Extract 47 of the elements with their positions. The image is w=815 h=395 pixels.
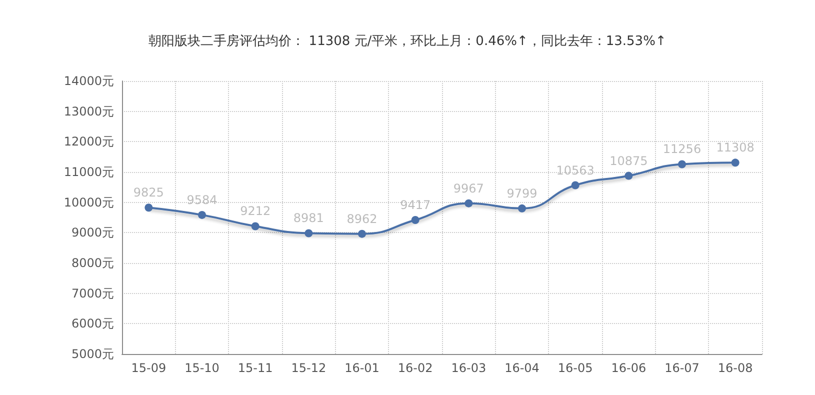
point (411, 216, 420, 224)
point (624, 172, 633, 180)
y-tick-label: 9000元 (71, 226, 114, 240)
data-label: 10563 (556, 163, 594, 178)
y-tick-label: 14000元 (64, 74, 114, 88)
point (518, 204, 526, 212)
data-label: 9417 (400, 198, 431, 212)
x-tick-label: 15-11 (238, 361, 273, 375)
data-label: 9967 (453, 181, 484, 196)
x-tick-label: 16-07 (664, 361, 700, 375)
point (251, 222, 260, 230)
x-tick-label: 16-05 (558, 361, 593, 375)
point (198, 210, 206, 219)
data-label: 11308 (716, 140, 754, 155)
data-label: 9584 (186, 192, 218, 207)
x-tick-label: 16-03 (451, 361, 486, 375)
data-label: 10875 (610, 154, 648, 168)
point (731, 158, 740, 167)
data-label: 9799 (506, 186, 538, 200)
data-label: 9825 (133, 186, 164, 200)
y-tick-label: 8000元 (71, 256, 114, 270)
data-label: 11256 (662, 142, 702, 156)
y-tick-label: 12000元 (64, 134, 114, 149)
y-tick-label: 11000元 (64, 165, 114, 179)
x-tick-label: 16-08 (718, 361, 753, 375)
point (304, 229, 313, 238)
point (464, 199, 473, 208)
data-label: 8962 (346, 212, 378, 226)
y-tick-label: 6000元 (71, 316, 114, 331)
point (678, 160, 686, 168)
x-tick-label: 16-04 (504, 361, 540, 375)
y-tick-label: 7000元 (71, 286, 114, 300)
x-tick-label: 15-09 (131, 361, 166, 375)
y-tick-label: 5000元 (71, 347, 114, 361)
y-tick-label: 13000元 (64, 104, 114, 118)
data-label: 9212 (240, 204, 271, 218)
x-tick-label: 16-01 (344, 361, 380, 375)
point (144, 204, 153, 212)
chart-title: 朝阳版块二手房评估均价： 11308 元/平米，环比上月：0.46%↑，同比去年：13.53%↑ (148, 33, 666, 49)
x-tick-label: 15-10 (184, 361, 220, 375)
x-tick-label: 16-02 (398, 361, 433, 375)
data-label: 8981 (293, 211, 324, 226)
x-tick-label: 15-12 (291, 361, 326, 375)
x-tick-label: 16-06 (611, 361, 646, 375)
point (358, 230, 366, 238)
point (571, 181, 580, 190)
y-tick-label: 10000元 (64, 195, 114, 210)
